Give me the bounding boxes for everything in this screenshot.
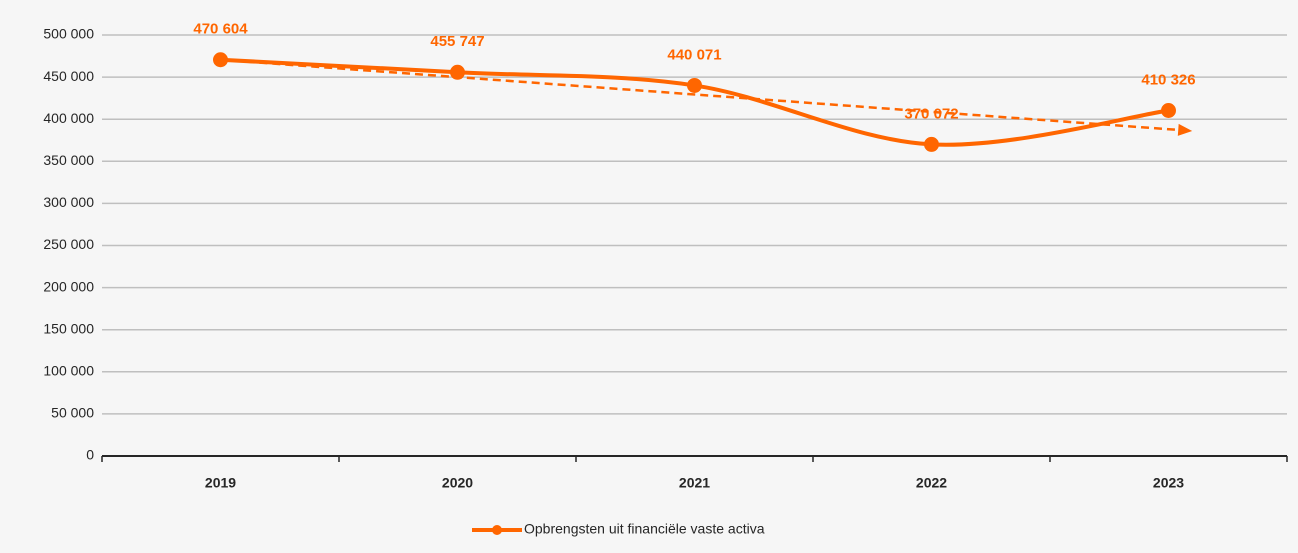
x-tick-label: 2020 (442, 475, 473, 491)
data-label: 440 071 (667, 46, 721, 63)
marker (687, 77, 702, 93)
data-label: 455 747 (430, 33, 484, 50)
trend-arrow (1177, 123, 1193, 136)
y-tick-label: 0 (86, 447, 94, 463)
x-tick-label: 2022 (916, 475, 947, 491)
legend-label: Opbrengsten uit financiële vaste activa (524, 521, 765, 537)
marker (1161, 103, 1176, 119)
y-tick-label: 300 000 (43, 194, 94, 210)
marker (450, 64, 465, 80)
x-tick-label: 2021 (679, 475, 710, 491)
marker (213, 52, 228, 68)
y-tick-label: 450 000 (43, 68, 94, 84)
y-tick-label: 150 000 (43, 320, 94, 336)
y-tick-label: 200 000 (43, 278, 94, 294)
y-tick-label: 400 000 (43, 110, 94, 126)
y-tick-label: 250 000 (43, 236, 94, 252)
y-tick-label: 350 000 (43, 152, 94, 168)
y-tick-label: 50 000 (51, 405, 94, 421)
x-tick-label: 2023 (1153, 475, 1184, 491)
data-label: 470 604 (193, 21, 248, 38)
legend-marker (492, 525, 502, 535)
y-tick-label: 500 000 (43, 26, 94, 42)
data-label: 370 072 (904, 105, 958, 122)
x-tick-label: 2019 (205, 475, 236, 491)
trend-line (220, 58, 1181, 132)
data-label: 410 326 (1141, 71, 1195, 88)
y-tick-label: 100 000 (43, 363, 94, 379)
marker (924, 136, 939, 152)
